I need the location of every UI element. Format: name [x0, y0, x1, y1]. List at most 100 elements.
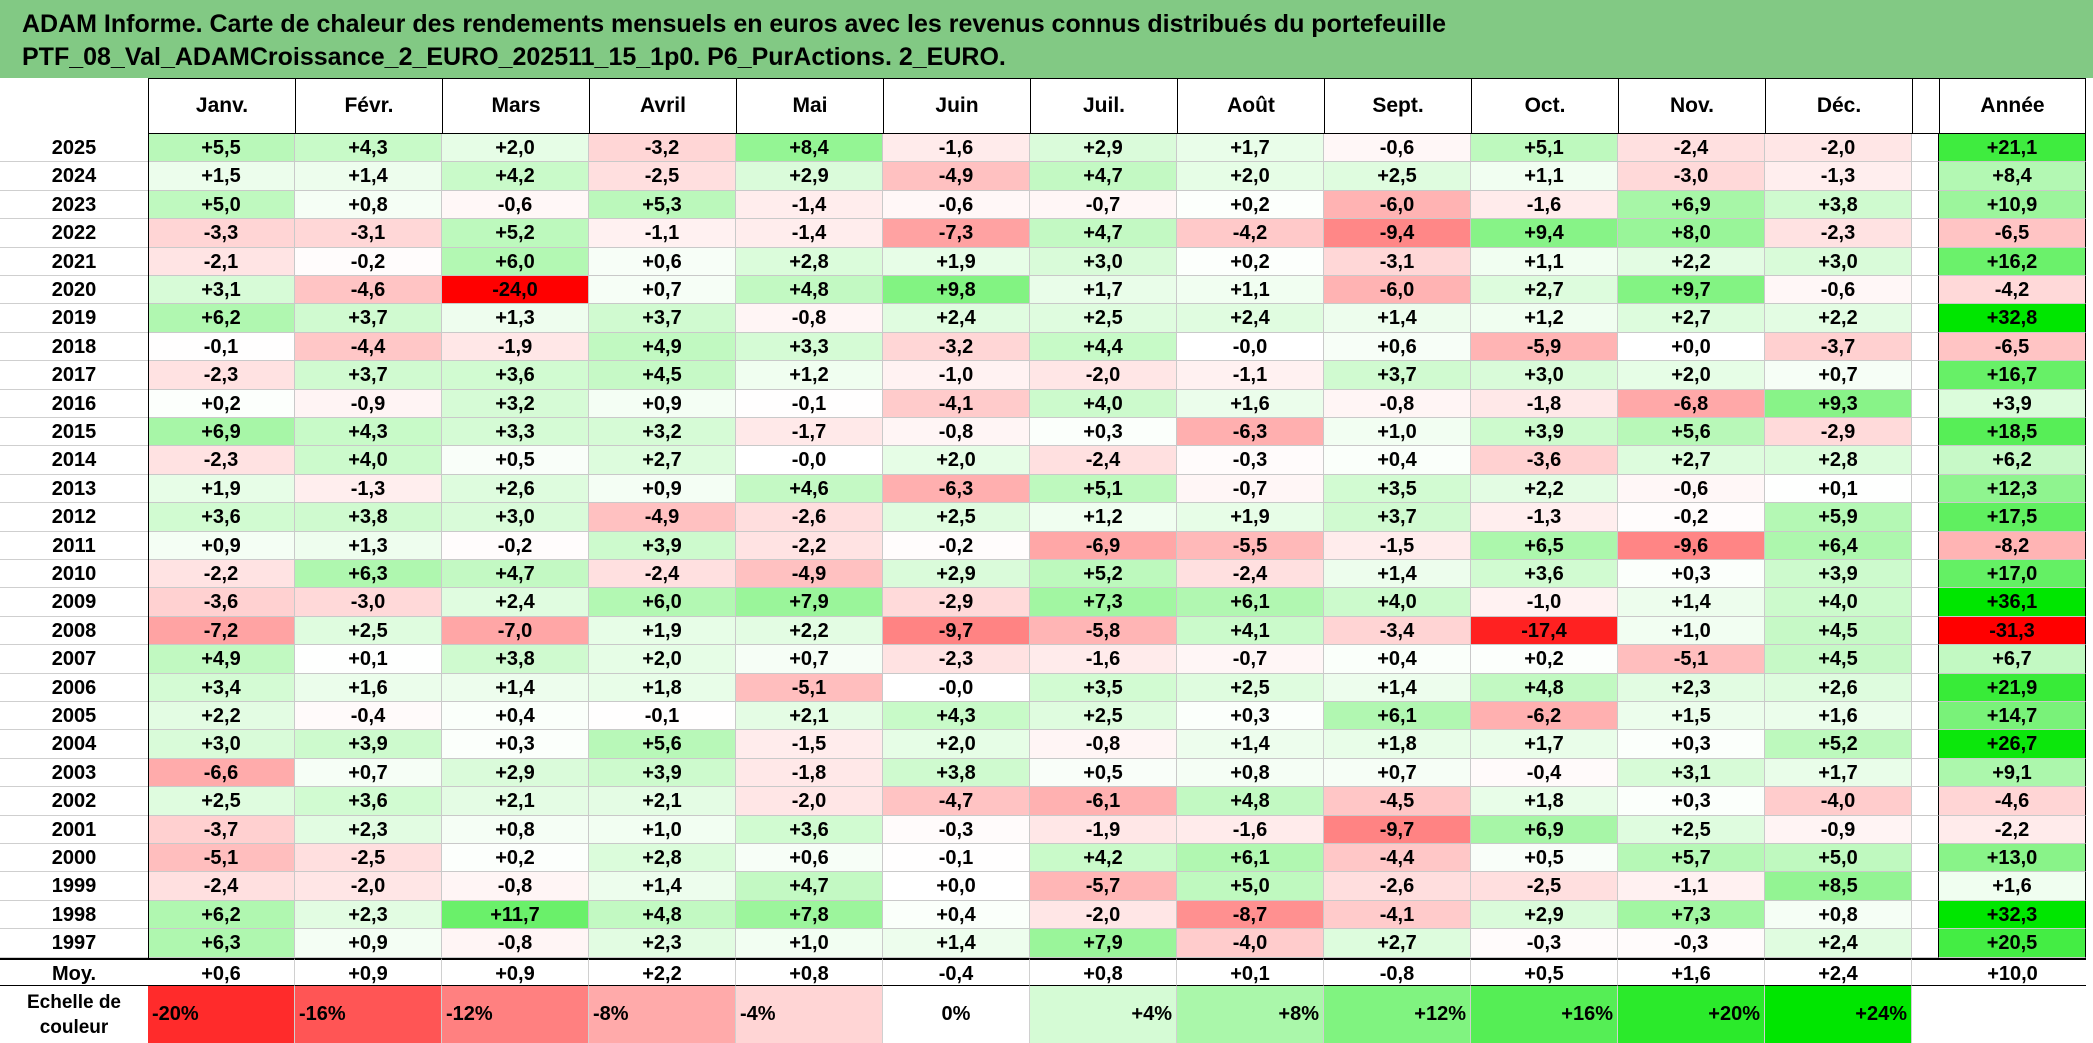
- heatmap-cell: +3,6: [736, 815, 883, 844]
- heatmap-cell: -2,3: [148, 361, 295, 390]
- year-label: 1997: [0, 929, 148, 958]
- heatmap-cell: +3,0: [1765, 247, 1912, 276]
- heatmap-cell: -0,0: [736, 446, 883, 475]
- year-total-cell: +32,8: [1939, 304, 2086, 333]
- heatmap-cell: -0,8: [1324, 389, 1471, 418]
- heatmap-cell: +1,3: [442, 304, 589, 333]
- heatmap-cell: +2,5: [1030, 304, 1177, 333]
- heatmap-cell: +4,0: [295, 446, 442, 475]
- year-label: 2015: [0, 418, 148, 447]
- year-label: 2008: [0, 617, 148, 646]
- heatmap-cell: +4,2: [442, 162, 589, 191]
- heatmap-cell: +0,2: [1471, 645, 1618, 674]
- heatmap-cell: +0,7: [295, 758, 442, 788]
- heatmap-cell: +5,1: [1471, 134, 1618, 163]
- heatmap-cell: +6,2: [148, 304, 295, 333]
- heatmap-cell: +8,4: [736, 134, 883, 163]
- heatmap-cell: -3,7: [1765, 332, 1912, 362]
- heatmap-cell: -2,4: [1030, 446, 1177, 475]
- year-label: 2024: [0, 162, 148, 191]
- heatmap-cell: +6,1: [1177, 844, 1324, 873]
- spacer-cell: [1912, 787, 1939, 816]
- heatmap-cell: -7,3: [883, 219, 1030, 248]
- heatmap-cell: +0,5: [442, 446, 589, 475]
- heatmap-cell: +2,8: [1765, 446, 1912, 475]
- heatmap-cell: +1,6: [1765, 702, 1912, 731]
- heatmap-cell: -9,4: [1324, 219, 1471, 248]
- heatmap-cell: +3,5: [1030, 673, 1177, 702]
- heatmap-cell: +1,6: [295, 673, 442, 702]
- heatmap-cell: +3,6: [442, 361, 589, 390]
- year-label: 2009: [0, 588, 148, 617]
- heatmap-cell: +5,9: [1765, 503, 1912, 532]
- heatmap-cell: +1,4: [295, 162, 442, 191]
- year-total-cell: +6,7: [1939, 645, 2086, 674]
- heatmap-cell: -9,7: [883, 616, 1030, 646]
- heatmap-cell: -2,5: [295, 844, 442, 873]
- heatmap-cell: +0,8: [295, 190, 442, 220]
- heatmap-cell: +6,9: [148, 418, 295, 447]
- heatmap-cell: +4,4: [1030, 332, 1177, 362]
- heatmap-cell: -0,6: [442, 190, 589, 220]
- heatmap-cell: -5,8: [1030, 616, 1177, 646]
- legend-swatch: -4%: [736, 986, 883, 1043]
- heatmap-cell: -0,8: [1030, 730, 1177, 759]
- heatmap-cell: -1,9: [1030, 815, 1177, 844]
- heatmap-cell: +3,2: [442, 389, 589, 418]
- year-label: 1999: [0, 872, 148, 901]
- heatmap-cell: +6,3: [295, 560, 442, 589]
- year-total-cell: +12,3: [1939, 474, 2086, 504]
- heatmap-cell: -2,3: [1765, 219, 1912, 248]
- heatmap-cell: +1,2: [1471, 304, 1618, 333]
- year-total-cell: +18,5: [1939, 418, 2086, 447]
- heatmap-cell: +1,1: [1471, 247, 1618, 276]
- heatmap-cell: +2,7: [1618, 304, 1765, 333]
- heatmap-cell: -4,1: [883, 389, 1030, 418]
- heatmap-cell: -2,9: [883, 588, 1030, 617]
- heatmap-cell: +3,8: [295, 503, 442, 532]
- year-total-cell: +26,7: [1939, 730, 2086, 759]
- heatmap-cell: +0,6: [589, 247, 736, 276]
- heatmap-cell: +2,0: [589, 645, 736, 674]
- legend-swatch: 0%: [883, 986, 1030, 1043]
- heatmap-cell: +6,4: [1765, 531, 1912, 560]
- heatmap-cell: +5,6: [1618, 418, 1765, 447]
- heatmap-cell: -2,4: [1177, 560, 1324, 589]
- heatmap-cell: +3,8: [442, 645, 589, 674]
- heatmap-cell: +6,0: [442, 247, 589, 276]
- average-cell: +0,9: [442, 958, 589, 986]
- year-total-cell: +21,9: [1939, 673, 2086, 702]
- legend-swatch: +4%: [1030, 986, 1177, 1043]
- heatmap-cell: -4,9: [589, 503, 736, 532]
- heatmap-cell: +2,3: [295, 900, 442, 930]
- spacer-cell: [1912, 531, 1939, 560]
- year-total-cell: +17,5: [1939, 503, 2086, 532]
- heatmap-cell: +3,1: [1618, 758, 1765, 788]
- legend-swatch: -16%: [295, 986, 442, 1043]
- heatmap-cell: +1,9: [883, 247, 1030, 276]
- heatmap-cell: -1,6: [883, 134, 1030, 163]
- heatmap-cell: +6,5: [1471, 531, 1618, 560]
- heatmap-cell: -1,8: [736, 758, 883, 788]
- heatmap-cell: +4,0: [1324, 588, 1471, 617]
- heatmap-cell: -6,6: [148, 758, 295, 788]
- average-cell: +1,6: [1618, 958, 1765, 986]
- heatmap-cell: +1,0: [1618, 616, 1765, 646]
- heatmap-cell: -0,2: [295, 247, 442, 276]
- year-total-cell: -31,3: [1939, 616, 2086, 646]
- heatmap-cell: -9,7: [1324, 815, 1471, 844]
- heatmap-cell: +0,8: [442, 815, 589, 844]
- title-line-1: ADAM Informe. Carte de chaleur des rende…: [22, 10, 1447, 38]
- heatmap-cell: +3,9: [589, 531, 736, 560]
- heatmap-cell: -5,7: [1030, 872, 1177, 901]
- heatmap-cell: -4,0: [1765, 787, 1912, 816]
- heatmap-cell: +2,7: [1324, 929, 1471, 958]
- heatmap-cell: -6,3: [1177, 418, 1324, 447]
- spacer-cell: [1912, 503, 1939, 532]
- heatmap-cell: +1,5: [1618, 702, 1765, 731]
- heatmap-cell: +3,7: [1324, 361, 1471, 390]
- spacer-cell: [1912, 560, 1939, 589]
- heatmap-cell: +3,7: [295, 304, 442, 333]
- heatmap-cell: -0,7: [1177, 474, 1324, 504]
- heatmap-cell: +9,7: [1618, 276, 1765, 305]
